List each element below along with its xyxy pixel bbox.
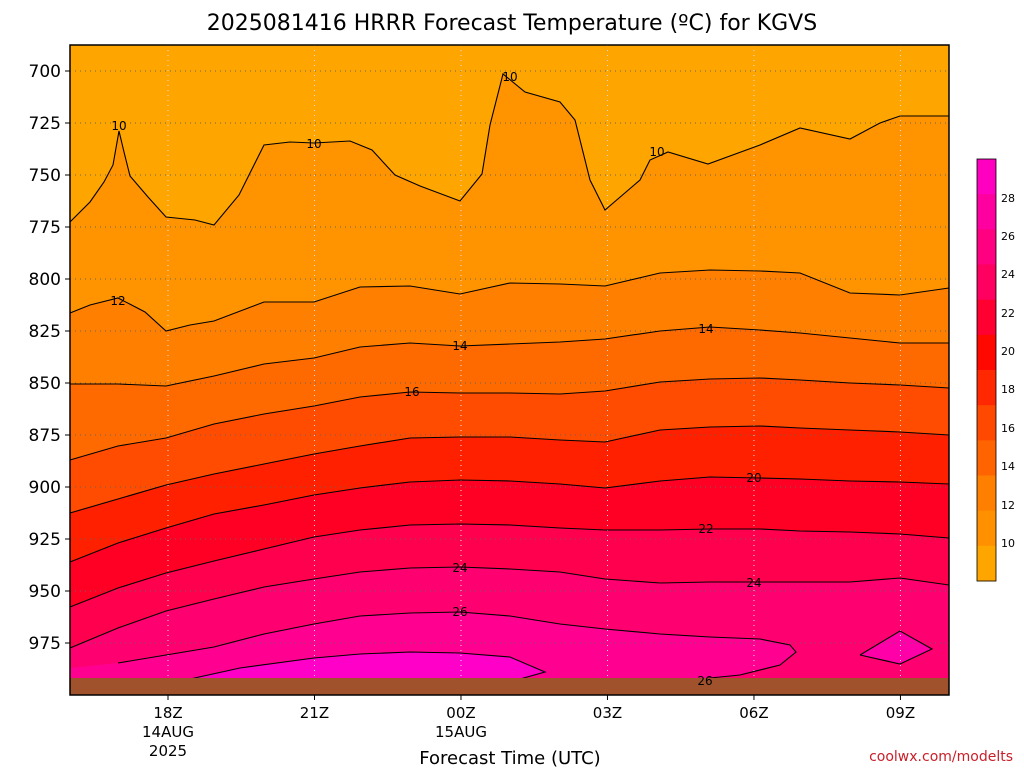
colorbar-frame xyxy=(976,158,997,582)
colorbar-swatch xyxy=(977,510,996,547)
y-tick-label: 775 xyxy=(29,218,61,238)
contour-line xyxy=(69,476,950,563)
contour-line xyxy=(189,651,547,680)
colorbar-swatch xyxy=(977,475,996,512)
contour-label: 20 xyxy=(746,471,761,485)
y-tick-label: 800 xyxy=(29,270,61,290)
y-tick-label: 950 xyxy=(29,582,61,602)
contour-line xyxy=(69,73,949,226)
y-tick-label: 750 xyxy=(29,166,61,186)
contour-line xyxy=(70,326,949,387)
contour-line xyxy=(69,377,950,461)
contour-label: 10 xyxy=(649,145,664,159)
colorbar-swatch xyxy=(977,370,996,406)
chart-title: 2025081416 HRRR Forecast Temperature (ºC… xyxy=(207,11,817,36)
contour-label: 26 xyxy=(697,674,712,688)
colorbar-tick-label: 16 xyxy=(1001,422,1015,435)
ground-surface xyxy=(70,678,949,695)
temperature-bands xyxy=(70,74,949,695)
contour-label: 24 xyxy=(452,561,467,575)
y-tick-label: 725 xyxy=(29,114,61,134)
colorbar-swatch xyxy=(977,545,996,582)
contour-line xyxy=(859,630,934,665)
colorbar-tick-label: 14 xyxy=(1001,460,1015,473)
contour-line xyxy=(69,269,950,332)
y-tick-label: 825 xyxy=(29,322,61,342)
colorbar-tick-label: 18 xyxy=(1001,383,1015,396)
colorbar-swatch xyxy=(977,440,996,476)
y-tick-label: 925 xyxy=(29,530,61,550)
x-tick-label: 18Z xyxy=(153,704,182,722)
contour-line xyxy=(69,425,950,514)
colorbar-swatch xyxy=(977,159,996,195)
contour-line xyxy=(69,523,950,608)
contour-label: 14 xyxy=(452,339,467,353)
x-tick-year-label: 2025 xyxy=(149,742,187,760)
contour-label: 22 xyxy=(698,522,713,536)
contour-label: 26 xyxy=(452,605,467,619)
plot-area: 10 10 10 10 12 14 14 16 20 22 24 24 26 26 xyxy=(69,44,950,696)
credit-text: coolwx.com/modelts xyxy=(869,749,1013,765)
contour-label: 10 xyxy=(111,119,126,133)
contour-label: 10 xyxy=(502,70,517,84)
contour-label: 16 xyxy=(404,385,419,399)
colorbar-tick-label: 24 xyxy=(1001,268,1015,281)
temperature-band xyxy=(190,652,545,679)
contour-label: 24 xyxy=(746,576,761,590)
colorbar-swatch xyxy=(977,334,996,371)
y-tick-label: 850 xyxy=(29,374,61,394)
temperature-band xyxy=(70,612,796,681)
gridlines xyxy=(70,45,949,695)
contour-line xyxy=(69,566,950,649)
x-tick-label: 09Z xyxy=(886,704,915,722)
x-tick-date-label: 14AUG xyxy=(142,723,194,741)
colorbar-swatch xyxy=(977,229,996,265)
colorbar-swatch xyxy=(977,299,996,336)
y-tick-label: 875 xyxy=(29,426,61,446)
x-tick-label: 21Z xyxy=(300,704,329,722)
colorbar-tick-label: 28 xyxy=(1001,192,1015,205)
colorbar-tick-label: 12 xyxy=(1001,499,1015,512)
plot-frame xyxy=(69,44,950,696)
x-tick-label: 00Z xyxy=(446,704,475,722)
y-axis: 700 725 750 775 800 825 850 875 900 925 950 975 xyxy=(29,62,70,654)
contour-label: 10 xyxy=(306,137,321,151)
y-tick-label: 975 xyxy=(29,634,61,654)
colorbar-swatch xyxy=(977,405,996,441)
x-axis-label: Forecast Time (UTC) xyxy=(419,748,600,768)
contour-lines xyxy=(69,73,950,682)
colorbar-swatch xyxy=(977,194,996,230)
colorbar-tick-label: 26 xyxy=(1001,230,1015,243)
y-tick-label: 900 xyxy=(29,478,61,498)
x-tick-label: 06Z xyxy=(739,704,768,722)
x-tick-date-label: 15AUG xyxy=(435,723,487,741)
contour-label: 12 xyxy=(110,294,125,308)
contour-label: 14 xyxy=(698,322,713,336)
x-tick-label: 03Z xyxy=(593,704,622,722)
y-tick-label: 700 xyxy=(29,62,61,82)
colorbar-swatch xyxy=(977,264,996,301)
contour-line xyxy=(117,611,797,682)
colorbar-tick-label: 10 xyxy=(1001,537,1015,550)
colorbar: 10 12 14 16 18 20 22 24 26 28 xyxy=(976,158,1015,582)
colorbar-tick-label: 20 xyxy=(1001,345,1015,358)
colorbar-tick-label: 22 xyxy=(1001,307,1015,320)
contour-labels: 10 10 10 10 12 14 14 16 20 22 24 24 26 26 xyxy=(110,70,761,688)
